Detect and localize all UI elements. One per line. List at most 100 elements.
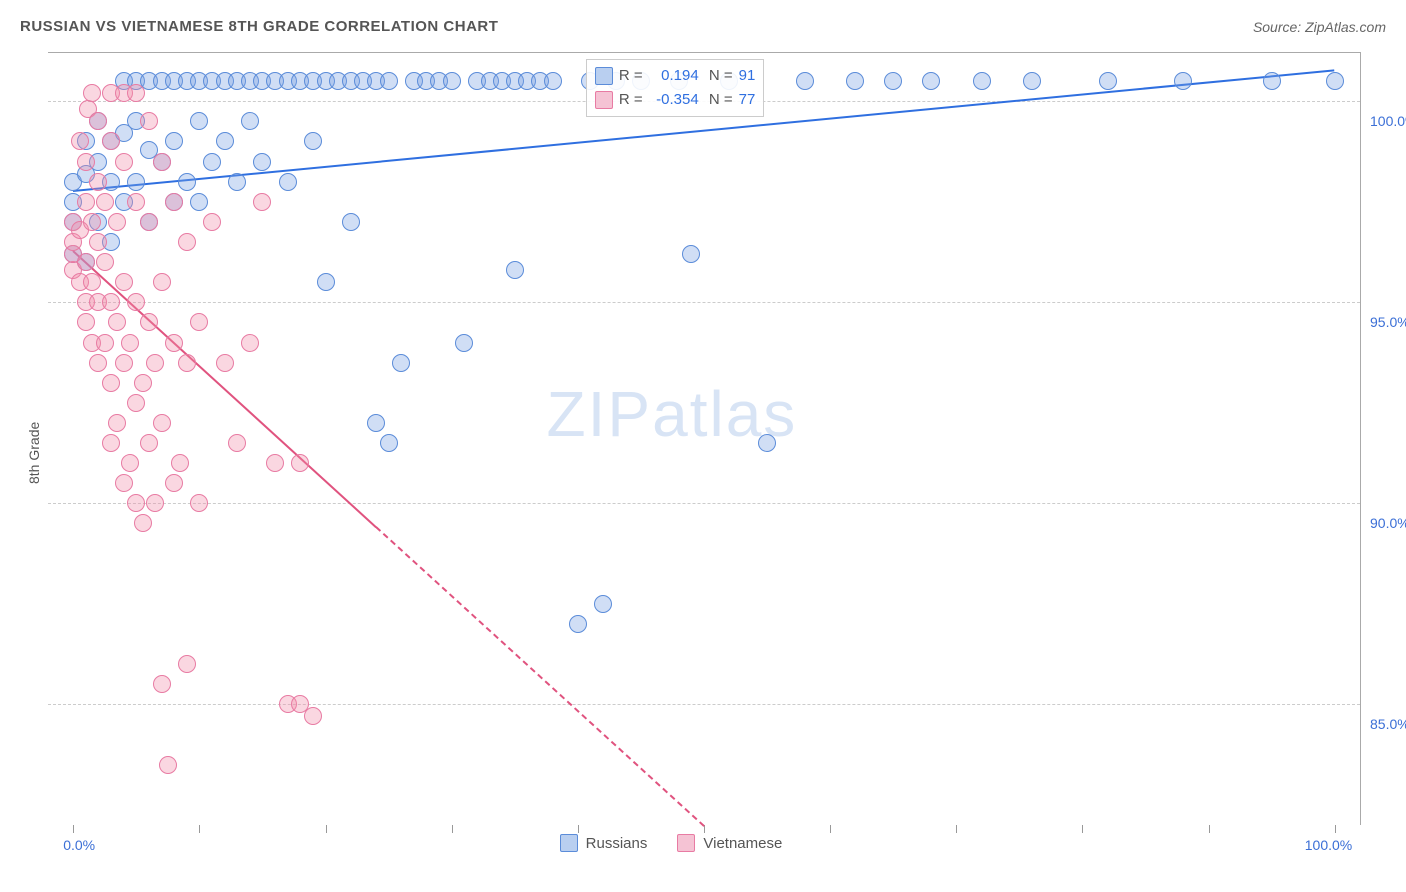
- data-point: [146, 354, 164, 372]
- data-point: [1263, 72, 1281, 90]
- data-point: [121, 454, 139, 472]
- data-point: [165, 334, 183, 352]
- data-point: [140, 112, 158, 130]
- data-point: [317, 273, 335, 291]
- data-point: [228, 173, 246, 191]
- data-point: [253, 153, 271, 171]
- data-point: [506, 261, 524, 279]
- source-attribution: Source: ZipAtlas.com: [1253, 19, 1386, 35]
- legend-swatch: [677, 834, 695, 852]
- data-point: [922, 72, 940, 90]
- data-point: [165, 132, 183, 150]
- data-point: [102, 374, 120, 392]
- data-point: [153, 675, 171, 693]
- data-point: [83, 213, 101, 231]
- x-tick: [704, 825, 705, 833]
- data-point: [83, 84, 101, 102]
- x-tick: [956, 825, 957, 833]
- data-point: [153, 153, 171, 171]
- data-point: [108, 414, 126, 432]
- legend: Russians Vietnamese: [560, 834, 783, 852]
- data-point: [241, 334, 259, 352]
- data-point: [159, 756, 177, 774]
- series-swatch: [595, 67, 613, 85]
- stat-r-label: R =: [619, 88, 643, 112]
- trend-line: [375, 526, 704, 826]
- stat-r-value: -0.354: [649, 88, 699, 112]
- data-point: [304, 132, 322, 150]
- data-point: [190, 193, 208, 211]
- data-point: [544, 72, 562, 90]
- data-point: [190, 313, 208, 331]
- data-point: [178, 655, 196, 673]
- data-point: [216, 354, 234, 372]
- scatter-plot: 100.0%95.0%90.0%85.0%0.0%100.0%ZIPatlasR…: [48, 52, 1361, 825]
- y-tick-label: 85.0%: [1370, 716, 1406, 732]
- stat-r-label: R =: [619, 64, 643, 88]
- data-point: [115, 474, 133, 492]
- data-point: [83, 273, 101, 291]
- gridline: [48, 704, 1360, 705]
- data-point: [266, 454, 284, 472]
- legend-item: Vietnamese: [677, 834, 782, 852]
- x-tick: [578, 825, 579, 833]
- data-point: [796, 72, 814, 90]
- x-tick: [1209, 825, 1210, 833]
- stat-n-label: N =: [705, 64, 733, 88]
- data-point: [253, 193, 271, 211]
- data-point: [1023, 72, 1041, 90]
- x-tick: [199, 825, 200, 833]
- data-point: [203, 153, 221, 171]
- data-point: [455, 334, 473, 352]
- data-point: [127, 193, 145, 211]
- data-point: [77, 313, 95, 331]
- data-point: [102, 434, 120, 452]
- data-point: [140, 313, 158, 331]
- data-point: [115, 273, 133, 291]
- data-point: [682, 245, 700, 263]
- data-point: [178, 173, 196, 191]
- data-point: [216, 132, 234, 150]
- data-point: [77, 193, 95, 211]
- data-point: [190, 112, 208, 130]
- data-point: [96, 253, 114, 271]
- data-point: [89, 173, 107, 191]
- data-point: [569, 615, 587, 633]
- data-point: [115, 153, 133, 171]
- data-point: [127, 394, 145, 412]
- data-point: [127, 84, 145, 102]
- data-point: [115, 354, 133, 372]
- x-max-label: 100.0%: [1305, 837, 1352, 853]
- x-tick: [1082, 825, 1083, 833]
- data-point: [96, 193, 114, 211]
- data-point: [178, 354, 196, 372]
- data-point: [846, 72, 864, 90]
- stat-n-value: 91: [739, 64, 756, 88]
- legend-swatch: [560, 834, 578, 852]
- stat-n-value: 77: [739, 88, 756, 112]
- data-point: [127, 173, 145, 191]
- data-point: [178, 233, 196, 251]
- data-point: [279, 173, 297, 191]
- data-point: [380, 72, 398, 90]
- data-point: [121, 334, 139, 352]
- data-point: [165, 193, 183, 211]
- legend-item: Russians: [560, 834, 648, 852]
- data-point: [304, 707, 322, 725]
- data-point: [146, 494, 164, 512]
- data-point: [102, 132, 120, 150]
- data-point: [102, 293, 120, 311]
- gridline: [48, 503, 1360, 504]
- data-point: [96, 334, 114, 352]
- data-point: [367, 414, 385, 432]
- stat-row: R =0.194 N =91: [595, 64, 755, 88]
- data-point: [171, 454, 189, 472]
- legend-label: Russians: [586, 835, 648, 852]
- data-point: [77, 153, 95, 171]
- data-point: [134, 514, 152, 532]
- data-point: [108, 213, 126, 231]
- legend-label: Vietnamese: [703, 835, 782, 852]
- y-tick-label: 100.0%: [1370, 113, 1406, 129]
- data-point: [71, 132, 89, 150]
- data-point: [127, 293, 145, 311]
